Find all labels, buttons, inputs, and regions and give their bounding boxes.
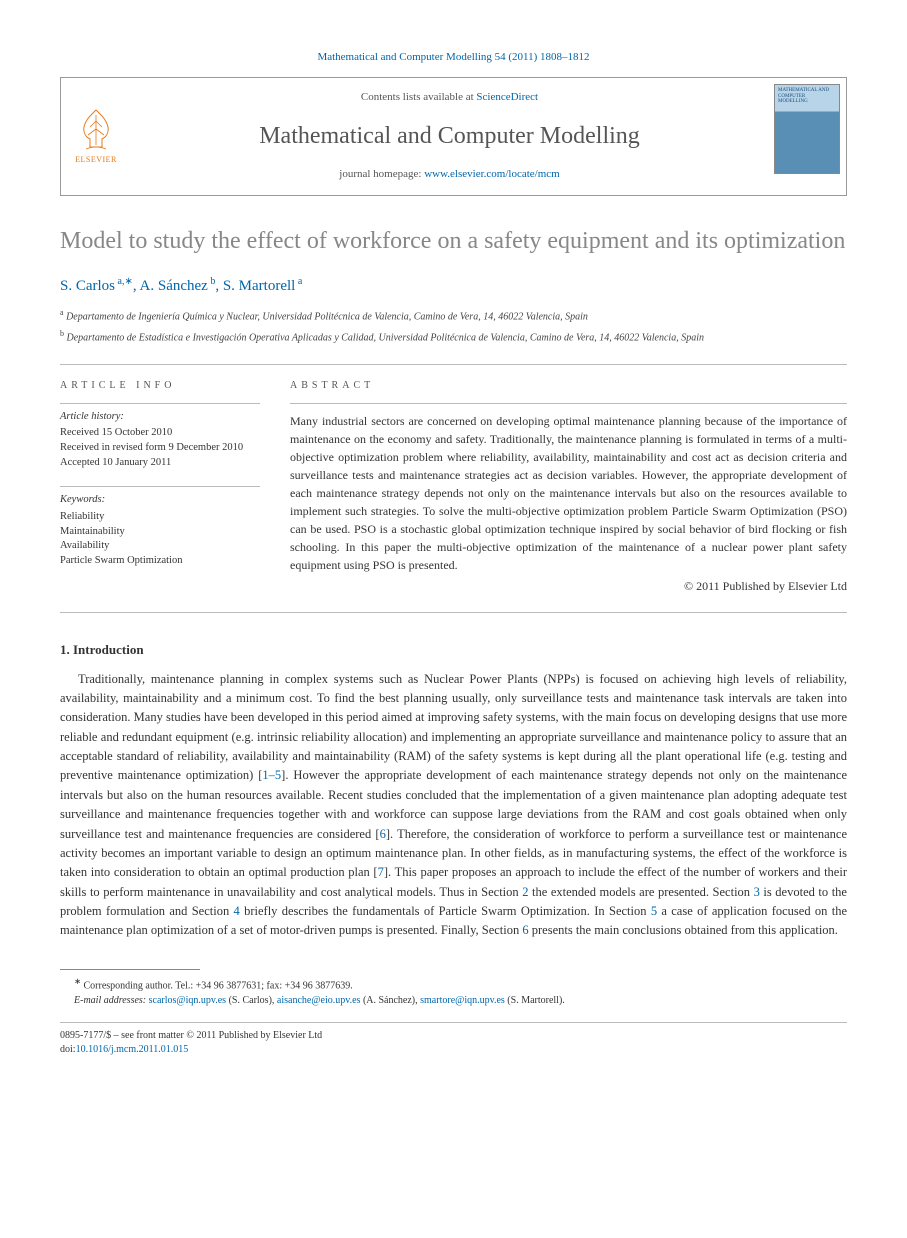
keywords-text: ReliabilityMaintainabilityAvailabilityPa… (60, 510, 260, 569)
elsevier-tree-icon (76, 107, 116, 152)
journal-cover: MATHEMATICAL AND COMPUTER MODELLING (768, 78, 846, 194)
author-link[interactable]: A. Sánchez (140, 278, 208, 294)
journal-title: Mathematical and Computer Modelling (141, 120, 758, 154)
ref-link[interactable]: 5 (651, 904, 657, 918)
ref-link[interactable]: 4 (234, 904, 240, 918)
sciencedirect-link[interactable]: ScienceDirect (476, 91, 538, 103)
author-mark: a (295, 276, 302, 287)
citation-link[interactable]: Mathematical and Computer Modelling 54 (… (317, 51, 589, 63)
footnote-divider (60, 969, 200, 970)
history-label: Article history: (60, 410, 260, 425)
author-mark: b (208, 276, 216, 287)
email-link[interactable]: scarlos@iqn.upv.es (149, 995, 226, 1006)
affiliation: b Departamento de Estadística e Investig… (60, 328, 847, 345)
ref-link[interactable]: 7 (378, 865, 384, 879)
intro-heading: 1. Introduction (60, 641, 847, 659)
ref-link[interactable]: 6 (522, 923, 528, 937)
corresponding-footnote: ∗ Corresponding author. Tel.: +34 96 387… (60, 976, 847, 993)
ref-link[interactable]: 1–5 (262, 768, 281, 782)
author-list: S. Carlos a,∗, A. Sánchez b, S. Martorel… (60, 275, 847, 297)
intro-paragraph: Traditionally, maintenance planning in c… (60, 670, 847, 941)
divider (60, 612, 847, 613)
abstract-copyright: © 2011 Published by Elsevier Ltd (290, 578, 847, 595)
article-title: Model to study the effect of workforce o… (60, 226, 847, 257)
affiliation: a Departamento de Ingeniería Química y N… (60, 307, 847, 324)
contents-line: Contents lists available at ScienceDirec… (141, 90, 758, 105)
bottom-info: 0895-7177/$ – see front matter © 2011 Pu… (60, 1022, 847, 1057)
abstract-header: ABSTRACT (290, 379, 847, 393)
author-link[interactable]: S. Martorell (223, 278, 296, 294)
journal-header: ELSEVIER Contents lists available at Sci… (60, 77, 847, 195)
keywords-label: Keywords: (60, 493, 260, 508)
elsevier-label: ELSEVIER (75, 154, 117, 165)
email-link[interactable]: aisanche@eio.upv.es (277, 995, 361, 1006)
doi-link[interactable]: 10.1016/j.mcm.2011.01.015 (76, 1044, 189, 1055)
divider (60, 364, 847, 365)
author-mark: a,∗ (115, 276, 133, 287)
ref-link[interactable]: 3 (754, 885, 760, 899)
elsevier-logo: ELSEVIER (61, 78, 131, 194)
article-info-header: ARTICLE INFO (60, 379, 260, 393)
history-text: Received 15 October 2010Received in revi… (60, 426, 260, 470)
author-link[interactable]: S. Carlos (60, 278, 115, 294)
abstract-text: Many industrial sectors are concerned on… (290, 403, 847, 574)
email-footnote: E-mail addresses: scarlos@iqn.upv.es (S.… (60, 993, 847, 1008)
homepage-line: journal homepage: www.elsevier.com/locat… (141, 167, 758, 182)
homepage-link[interactable]: www.elsevier.com/locate/mcm (424, 168, 560, 180)
ref-link[interactable]: 2 (522, 885, 528, 899)
email-link[interactable]: smartore@iqn.upv.es (420, 995, 505, 1006)
ref-link[interactable]: 6 (380, 827, 386, 841)
